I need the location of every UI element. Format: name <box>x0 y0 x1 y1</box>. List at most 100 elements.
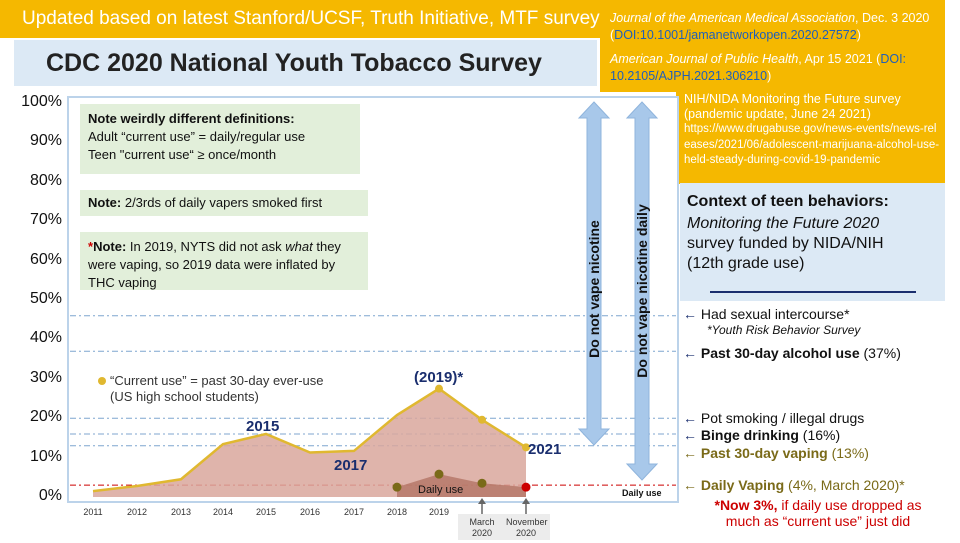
area-layer <box>92 384 531 497</box>
ajph-end: ) <box>767 69 772 83</box>
note-daily-vapers: Note: 2/3rds of daily vapers smoked firs… <box>80 190 368 216</box>
note-nyts-pre: In 2019, NYTS did not ask <box>126 239 286 254</box>
y-tick-label: 20% <box>29 408 62 426</box>
y-tick-label: 60% <box>29 250 62 268</box>
y-tick-label: 50% <box>29 290 62 307</box>
vertical-arrows <box>577 101 659 481</box>
note-daily-vapers-text: 2/3rds of daily vapers smoked first <box>124 195 323 210</box>
note-adult-definition: Adult “current use” = daily/regular use <box>88 129 306 144</box>
x-tick-label: 2017 <box>343 507 365 517</box>
chart-legend: “Current use” = past 30-day ever-use (US… <box>98 373 324 405</box>
note-definitions: Note weirdly different definitions: Adul… <box>80 104 360 174</box>
double-arrow-icon <box>577 101 611 446</box>
behavior-alcohol: ← Past 30-day alcohol use (37%) <box>683 345 901 361</box>
behavior-alcohol-rest: (37%) <box>859 345 901 361</box>
behavior-daily-rest: (4%, March 2020)* <box>784 477 905 493</box>
behavior-binge: ← Binge drinking (16%) <box>683 427 840 443</box>
daily-use-point <box>392 482 402 492</box>
y-tick-label: 30% <box>29 368 62 386</box>
context-divider <box>710 291 916 293</box>
arrow-left-icon: ← <box>683 345 697 361</box>
double-arrow-icon <box>625 101 659 481</box>
current-use-point <box>478 415 486 424</box>
current-use-point <box>435 384 443 393</box>
context-heading: Context of teen behaviors: <box>687 193 889 210</box>
y-tick-label: 90% <box>29 132 62 150</box>
y-tick-label: 10% <box>29 447 62 465</box>
page-title: CDC 2020 National Youth Tobacco Survey <box>46 49 542 77</box>
ajph-date: , Apr 15 2021 ( <box>798 52 881 66</box>
x-tick-arrowhead <box>478 498 486 504</box>
note-daily-vapers-label: Note: <box>88 195 122 210</box>
behavior-pot-text: Pot smoking / illegal drugs <box>700 410 865 426</box>
mtf-reference-box: NIH/NIDA Monitoring the Future survey (p… <box>676 88 945 184</box>
ajph-doi-link[interactable]: DOI: 10.2105/AJPH.2021.306210 <box>610 52 907 83</box>
ajph-journal: American Journal of Public Health <box>610 52 799 66</box>
jama-doi-link[interactable]: DOI:10.1001/jamanetworkopen.2020.27572 <box>614 28 857 42</box>
behavior-daily-bold: Daily Vaping <box>700 477 785 493</box>
reference-box: Journal of the American Medical Associat… <box>600 0 945 92</box>
banner-text: Updated based on latest Stanford/UCSF, T… <box>22 8 615 29</box>
behavior-vaping30-bold: Past 30-day vaping <box>700 445 828 461</box>
behavior-now-rest: if daily use dropped as much as “current… <box>725 497 922 529</box>
x-tick-label: 2014 <box>212 507 234 517</box>
x-tick-label: 2019 <box>428 507 450 517</box>
do-not-vape-nicotine-label: Do not vape nicotine <box>584 216 604 366</box>
top-banner: Updated based on latest Stanford/UCSF, T… <box>0 0 614 38</box>
behavior-pot: ← Pot smoking / illegal drugs <box>683 410 864 426</box>
y-tick-label: 40% <box>29 329 62 347</box>
reference-ajph: American Journal of Public Health, Apr 1… <box>610 51 940 85</box>
x-tick-box <box>458 514 506 540</box>
note-nyts-post: they were vaping, so 2019 data were infl… <box>88 239 341 290</box>
note-nyts-emphasis: what <box>285 239 313 254</box>
daily-use-label: Daily use <box>418 484 464 496</box>
legend-label: “Current use” = past 30-day ever-use <box>110 373 324 388</box>
current-use-point <box>522 443 530 452</box>
arrow-left-icon: ← <box>683 427 697 443</box>
current-use-line <box>92 387 527 493</box>
behavior-alcohol-bold: Past 30-day alcohol use <box>700 345 860 361</box>
behavior-vaping30-rest: (13%) <box>827 445 869 461</box>
behavior-sex-text: Had sexual intercourse* <box>700 306 850 322</box>
context-line-3: (12th grade use) <box>687 255 805 272</box>
legend-sub: (US high school students) <box>110 389 259 404</box>
current-use-area <box>93 388 526 497</box>
context-line-1: Monitoring the Future 2020 <box>687 215 880 232</box>
do-not-vape-nicotine-text: Do not vape nicotine <box>586 220 602 358</box>
do-not-vape-nicotine-daily-text: Do not vape nicotine daily <box>634 204 650 378</box>
note-nyts-star: * <box>88 239 94 254</box>
daily-use-point <box>434 469 444 479</box>
annotation-2017: 2017 <box>334 457 368 474</box>
mtf-reference-url[interactable]: https://www.drugabuse.gov/news-events/ne… <box>684 123 940 166</box>
context-box: Context of teen behaviors: Monitoring th… <box>680 183 945 301</box>
title-box: CDC 2020 National Youth Tobacco Survey <box>14 40 597 86</box>
do-not-vape-nicotine-daily-label: Do not vape nicotine daily <box>632 188 652 398</box>
context-body: Monitoring the Future 2020 survey funded… <box>687 214 884 274</box>
behavior-sex: ← Had sexual intercourse* <box>683 306 850 322</box>
behavior-binge-rest: (16%) <box>798 427 841 443</box>
x-tick-label: March 2020 <box>469 517 495 538</box>
x-tick-box <box>502 514 550 540</box>
x-tick-label: 2011 <box>83 507 103 517</box>
behavior-vaping30: ← Past 30-day vaping (13%) <box>683 445 869 461</box>
arrow-left-icon: ← <box>683 410 697 426</box>
annotation-2019-text: (2019)* <box>414 369 464 386</box>
note-nyts: *Note: In 2019, NYTS did not ask what th… <box>80 232 368 290</box>
arrow-left-icon: ← <box>683 477 697 493</box>
legend-dot-icon <box>98 377 106 385</box>
x-tick-label: November 2020 <box>506 517 548 538</box>
note-definitions-title: Note weirdly different definitions: <box>88 111 295 126</box>
y-tick-label: 0% <box>38 487 62 504</box>
behavior-daily-vaping: ← Daily Vaping (4%, March 2020)* <box>683 477 905 493</box>
mtf-reference-text: NIH/NIDA Monitoring the Future survey (p… <box>684 92 901 121</box>
x-tick-label: 2016 <box>299 507 321 517</box>
daily-use-area <box>397 474 526 497</box>
behavior-now-note: *Now 3%, if daily use dropped as much as… <box>700 497 936 529</box>
arrow-left-icon: ← <box>683 445 697 461</box>
annotation-2021: 2021 <box>528 441 562 458</box>
annotation-2015: 2015 <box>246 418 280 435</box>
behavior-now-bold: *Now 3%, <box>714 497 778 513</box>
x-tick-label: 2018 <box>386 507 408 517</box>
note-nyts-label: Note: <box>93 239 127 254</box>
annotation-2019: (2019)* <box>414 369 463 386</box>
